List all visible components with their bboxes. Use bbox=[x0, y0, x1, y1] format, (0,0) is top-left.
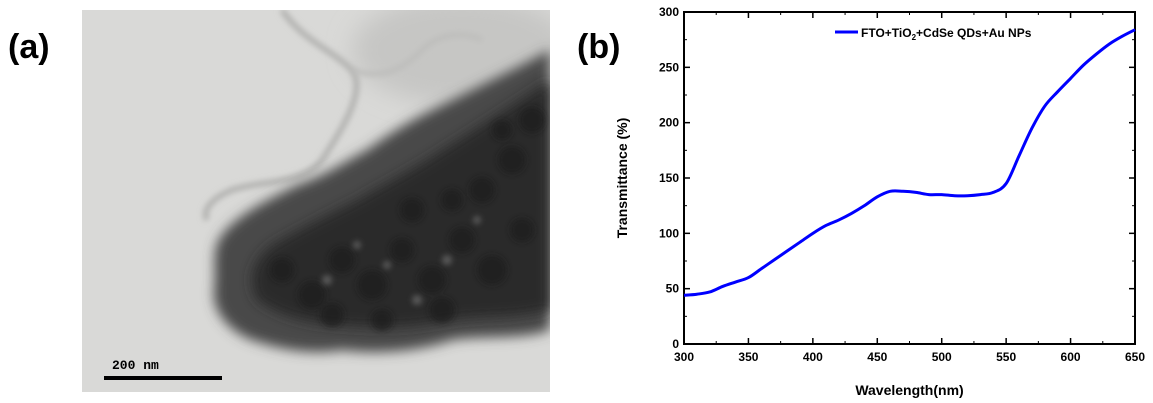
scale-bar bbox=[104, 376, 222, 380]
x-tick-label: 650 bbox=[1125, 350, 1145, 364]
x-tick-label: 300 bbox=[674, 350, 694, 364]
y-tick-label: 150 bbox=[659, 171, 679, 185]
panel-label-a: (a) bbox=[8, 28, 50, 66]
scale-bar-label: 200 nm bbox=[112, 358, 159, 373]
series-line-0 bbox=[683, 28, 1136, 297]
y-axis-title: Transmittance (%) bbox=[614, 118, 630, 239]
tem-micrograph: 200 nm bbox=[82, 10, 550, 392]
x-tick-label: 600 bbox=[1061, 350, 1081, 364]
y-tick-label: 0 bbox=[672, 337, 679, 351]
legend-label: FTO+TiO2+CdSe QDs+Au NPs bbox=[861, 26, 1032, 42]
plot-frame bbox=[683, 11, 1136, 345]
y-tick-label: 200 bbox=[659, 116, 679, 130]
y-tick-label: 100 bbox=[659, 226, 679, 240]
x-tick-label: 550 bbox=[996, 350, 1016, 364]
x-tick-label: 500 bbox=[932, 350, 952, 364]
y-tick-label: 50 bbox=[666, 282, 680, 296]
panel-label-b: (b) bbox=[577, 28, 621, 66]
x-axis-title: Wavelength(nm) bbox=[855, 382, 963, 398]
x-tick-label: 450 bbox=[867, 350, 887, 364]
x-tick-label: 400 bbox=[803, 350, 823, 364]
y-tick-label: 300 bbox=[659, 5, 679, 19]
y-tick-label: 250 bbox=[659, 60, 679, 74]
legend: FTO+TiO2+CdSe QDs+Au NPs bbox=[835, 26, 1032, 42]
x-tick-label: 350 bbox=[738, 350, 758, 364]
